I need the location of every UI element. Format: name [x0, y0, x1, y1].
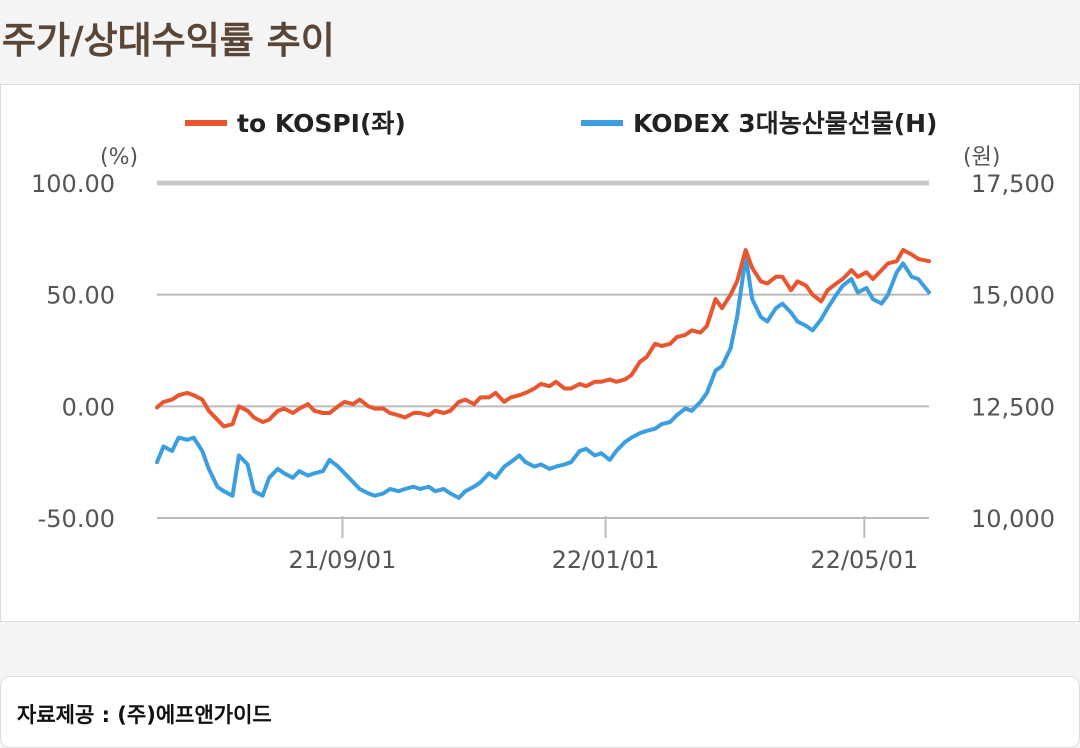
series-line-kospi — [155, 248, 931, 429]
left-axis-tick-label: 100.00 — [31, 170, 115, 198]
x-tick-label: 22/01/01 — [552, 546, 660, 574]
right-axis-tick-label: 15,000 — [971, 282, 1055, 310]
source-footer: 자료제공 : (주)에프앤가이드 — [0, 676, 1080, 748]
right-axis-unit: (원) — [963, 145, 1000, 170]
left-axis-ticks: 100.00 50.00 0.00 -50.00 — [31, 170, 115, 533]
x-axis-ticks: 21/09/01 22/01/01 22/05/01 — [289, 516, 918, 574]
legend: to KOSPI(좌) KODEX 3대농산물선물(H) — [185, 109, 937, 138]
legend-label-etf: KODEX 3대농산물선물(H) — [633, 109, 937, 138]
right-axis-ticks: 17,500 15,000 12,500 10,000 — [971, 170, 1055, 533]
series-line-etf — [155, 254, 931, 500]
page-title: 주가/상대수익률 추이 — [2, 19, 335, 62]
left-axis-unit: (%) — [100, 145, 138, 170]
x-tick-label: 21/09/01 — [289, 546, 397, 574]
left-axis-tick-label: 50.00 — [46, 282, 115, 310]
right-axis-tick-label: 17,500 — [971, 170, 1055, 198]
right-axis-tick-label: 10,000 — [971, 505, 1055, 533]
right-axis-tick-label: 12,500 — [971, 393, 1055, 421]
x-tick-label: 22/05/01 — [810, 546, 918, 574]
series-lines — [155, 248, 931, 500]
chart-card: to KOSPI(좌) KODEX 3대농산물선물(H) (%) (원) 100… — [0, 84, 1080, 622]
data-source-label: 자료제공 : (주)에프앤가이드 — [17, 703, 272, 727]
left-axis-tick-label: 0.00 — [62, 393, 115, 421]
gridlines — [157, 180, 929, 519]
price-relative-return-chart: to KOSPI(좌) KODEX 3대농산물선물(H) (%) (원) 100… — [31, 109, 1055, 574]
left-axis-tick-label: -50.00 — [38, 505, 115, 533]
legend-label-kospi: to KOSPI(좌) — [237, 109, 406, 138]
